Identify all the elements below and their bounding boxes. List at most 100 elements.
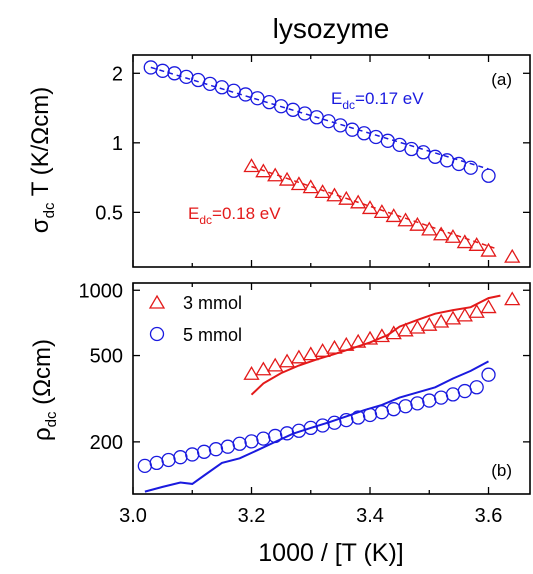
- panel-a-series-0-point-22: [404, 141, 419, 157]
- panel-a-frame: [132, 54, 531, 268]
- panel-b-series-1-point-25: [433, 390, 449, 405]
- panel-b-line-5mmol: [144, 360, 489, 493]
- panel-b-y-axis: 200 500 1000: [79, 280, 530, 454]
- panel-b-points: [137, 291, 521, 474]
- x-tick-label-0: 3.0: [119, 505, 147, 527]
- annotation-activation-energy-red: Edc=0.18 eV: [188, 204, 281, 227]
- panel-b-series-1-point-7: [220, 439, 235, 454]
- panel-b-series-1-point-8: [232, 436, 247, 451]
- panel-a-series-1-point-5: [302, 179, 319, 194]
- panel-a-x-ticks: [132, 55, 490, 267]
- panel-a-series-1-point-8: [338, 190, 355, 205]
- panel-a-series-0-point-23: [416, 145, 431, 160]
- panel-b-series-1-point-24: [422, 393, 437, 408]
- panel-b-series-1-point-29: [481, 367, 496, 382]
- panel-a-series-1-point-14: [409, 216, 426, 231]
- panel-b-series-1-point-2: [161, 452, 176, 468]
- annotation-red-main: E: [188, 204, 199, 223]
- panel-b-series-1-point-26: [445, 387, 461, 402]
- panel-b-y-label-rest: (Ωcm): [29, 339, 56, 412]
- panel-a-series-1-point-21: [504, 248, 521, 263]
- panel-a-y-axis: 0.5 1 2: [95, 63, 530, 224]
- panel-b-series-0-point-17: [444, 310, 462, 325]
- panel-b-series-0-point-14: [409, 319, 426, 334]
- panel-b-series-0-point-20: [480, 299, 497, 314]
- panel-b-series-0-point-8: [338, 336, 355, 351]
- panel-b-series-1-point-1: [149, 455, 164, 471]
- panel-b-series-1-point-20: [374, 405, 390, 420]
- panel-b-series-0-point-1: [255, 361, 272, 376]
- panel-a-series-1-point-12: [385, 208, 402, 223]
- annotation-blue-sub: dc: [342, 98, 355, 112]
- legend-label-5mmol: 5 mmol: [183, 325, 242, 345]
- panel-b-series-0-point-0: [243, 365, 260, 380]
- panel-b-series-0-point-12: [385, 325, 402, 340]
- panel-a-fit-line-0: [150, 66, 489, 170]
- panel-b-series-0-point-7: [326, 339, 343, 354]
- panel-b-line-0: [250, 294, 501, 396]
- panel-a-series-1-point-9: [350, 194, 367, 209]
- panel-b-y-label-sub: dc: [43, 411, 60, 427]
- panel-a-series-1-point-7: [326, 187, 343, 202]
- panel-b-lines: [144, 294, 501, 493]
- panel-b-label: (b): [491, 461, 512, 480]
- panel-b-series-1-point-10: [256, 431, 271, 446]
- chart-title-group: lysozyme: [273, 13, 390, 44]
- panel-b-y-tick-label-0: 200: [90, 432, 123, 454]
- panel-a: 0.512 (a) Edc=0.17 eV Edc=0.18 eV σdc T …: [27, 54, 531, 268]
- panel-b-y-label-main: ρ: [29, 427, 56, 441]
- panel-a-series-0-point-6: [214, 80, 230, 95]
- panel-a-y-label-rest: T (K/Ωcm): [27, 87, 54, 203]
- panel-a-series-1-point-11: [373, 204, 390, 219]
- annotation-blue-main: E: [331, 89, 342, 108]
- panel-a-label: (a): [491, 70, 512, 89]
- x-axis-label: 1000 / [T (K)]: [258, 539, 403, 567]
- panel-a-series-0-point-21: [392, 137, 407, 152]
- panel-a-series-0-point-0: [143, 60, 158, 75]
- panel-b-series-1-point-27: [457, 383, 472, 399]
- chart-title: lysozyme: [273, 13, 390, 44]
- panel-a-series-1-point-18: [456, 234, 473, 249]
- legend: 3 mmol 5 mmol: [148, 293, 242, 345]
- panel-a-series-1-point-17: [444, 228, 462, 243]
- panel-a-series-0-point-28: [481, 168, 496, 183]
- panel-b-series-0-point-13: [397, 322, 414, 337]
- panel-a-series-0-point-24: [428, 149, 443, 164]
- panel-b-series-0-point-16: [432, 313, 450, 328]
- panel-b-series-0-point-9: [350, 333, 367, 348]
- panel-a-series-0-point-26: [451, 156, 467, 172]
- panel-a-series-1-point-13: [397, 212, 414, 227]
- panel-a-series-1-point-2: [267, 167, 284, 182]
- panel-a-series-1-point-1: [255, 163, 272, 178]
- panel-b-series-0-point-11: [373, 328, 390, 343]
- panel-b-series-1-point-5: [196, 444, 212, 459]
- annotation-red-rest: =0.18 eV: [212, 204, 281, 223]
- panel-a-series-0-point-27: [463, 160, 478, 175]
- panel-a-series-0-point-13: [297, 106, 312, 121]
- panel-a-y-label-main: σ: [27, 218, 54, 233]
- panel-a-series-0-point-17: [345, 122, 360, 137]
- panel-b-series-1-point-11: [268, 428, 283, 444]
- panel-a-series-0-point-4: [191, 72, 206, 88]
- panel-a-series-0-point-9: [250, 91, 265, 106]
- panel-b-series-1-point-23: [410, 396, 425, 411]
- panel-b-series-1-point-0: [137, 458, 153, 474]
- panel-b-y-tick-label-1: 500: [90, 346, 123, 368]
- panel-b-series-1-point-28: [469, 380, 484, 395]
- panel-a-series-1-point-19: [468, 237, 485, 251]
- x-tick-label-2: 3.4: [356, 505, 384, 527]
- panel-a-series-1-point-0: [243, 158, 260, 173]
- panel-b-series-0-point-10: [361, 330, 379, 345]
- panel-b-series-0-point-18: [456, 307, 473, 322]
- panel-b-series-0-point-5: [302, 346, 319, 361]
- panel-b-series-0-point-15: [421, 316, 438, 331]
- panel-b-series-0-point-21: [504, 291, 521, 306]
- panel-b-series-0-point-3: [278, 353, 296, 368]
- panel-a-series-0-point-15: [321, 114, 336, 129]
- panel-b-series-1-point-4: [185, 447, 200, 462]
- legend-marker-5mmol: [149, 326, 165, 342]
- panel-a-y-tick-label-0: 0.5: [95, 202, 123, 224]
- panel-a-y-tick-label-1: 1: [112, 133, 123, 155]
- panel-a-series-1-point-15: [421, 221, 438, 236]
